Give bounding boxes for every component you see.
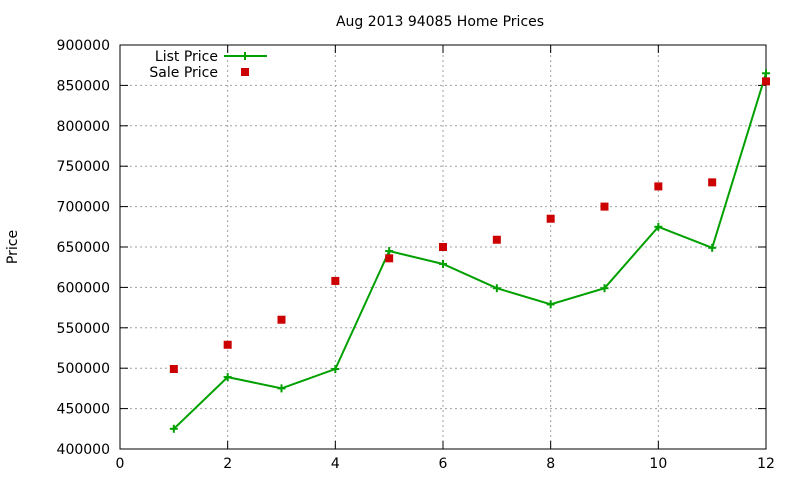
- series-layer: [169, 69, 770, 433]
- axes: 0 2 4 6 8 10 12 400000 450000 500000 550000 600000 6…: [57, 38, 775, 472]
- y-tick-label: 500000: [57, 361, 110, 377]
- y-tick-label: 900000: [57, 38, 110, 54]
- x-tick-label: 2: [223, 456, 232, 472]
- x-tick-label: 12: [757, 456, 775, 472]
- y-tick-label: 750000: [57, 159, 110, 175]
- series-line: [173, 72, 767, 430]
- data-point: [331, 365, 340, 374]
- data-point: [762, 69, 770, 78]
- x-tick-label: 10: [649, 456, 667, 472]
- data-point: [439, 259, 447, 268]
- legend-swatch-marker: [241, 68, 249, 76]
- y-tick-label: 550000: [57, 321, 110, 337]
- data-point: [654, 222, 663, 231]
- data-point: [546, 300, 555, 309]
- y-tick-label: 700000: [57, 200, 110, 216]
- x-tick-label: 0: [116, 456, 125, 472]
- x-tick-label: 4: [331, 456, 340, 472]
- legend-item: Sale Price: [149, 65, 249, 81]
- data-point: [708, 178, 717, 187]
- data-point: [223, 373, 232, 382]
- y-tick-label: 450000: [57, 402, 110, 418]
- data-point: [277, 384, 286, 393]
- y-tick-label: 850000: [57, 78, 110, 94]
- data-point: [600, 202, 609, 211]
- data-point: [546, 214, 555, 223]
- y-tick-label: 800000: [57, 119, 110, 135]
- data-point: [492, 284, 501, 293]
- data-point: [439, 243, 447, 251]
- series-sale-price: [169, 77, 770, 374]
- data-point: [385, 247, 394, 256]
- y-tick-label: 650000: [57, 240, 110, 256]
- x-tick-label: 8: [546, 456, 555, 472]
- data-point: [762, 77, 770, 86]
- y-tick-label: 400000: [57, 442, 110, 458]
- legend-label: Sale Price: [149, 65, 218, 81]
- legend-item: List Price: [155, 49, 267, 65]
- data-point: [492, 235, 501, 244]
- data-point: [708, 243, 717, 252]
- data-point: [169, 424, 178, 433]
- data-point: [385, 254, 394, 263]
- data-point: [277, 315, 286, 324]
- data-point: [223, 340, 232, 349]
- data-point: [331, 276, 340, 285]
- data-point: [600, 284, 609, 293]
- y-axis-label: Price: [5, 230, 21, 264]
- y-tick-label: 600000: [57, 280, 110, 296]
- series-list-price: [169, 69, 770, 433]
- x-tick-label: 6: [439, 456, 448, 472]
- data-point: [169, 365, 178, 374]
- legend-label: List Price: [155, 49, 218, 65]
- data-point: [654, 182, 663, 191]
- legend-swatch-marker: [241, 52, 249, 60]
- chart-title: Aug 2013 94085 Home Prices: [336, 14, 544, 30]
